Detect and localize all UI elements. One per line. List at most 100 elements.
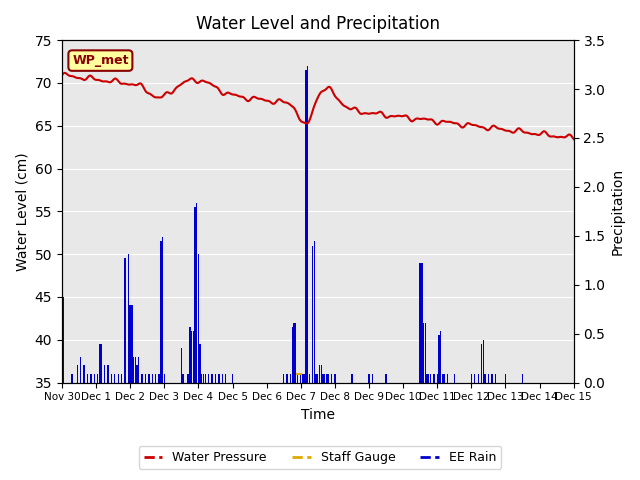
Bar	[444, 374, 445, 383]
Bar	[495, 374, 496, 383]
Bar	[331, 374, 332, 383]
Bar	[93, 374, 95, 383]
Bar	[424, 323, 426, 383]
Bar	[159, 374, 160, 383]
Bar	[80, 357, 81, 383]
Bar	[128, 254, 129, 383]
Bar	[426, 374, 428, 383]
Bar	[314, 241, 315, 383]
Bar	[488, 374, 489, 383]
Bar	[203, 374, 204, 383]
Bar	[72, 374, 73, 383]
Bar	[131, 305, 132, 383]
Bar	[283, 374, 284, 383]
Bar	[162, 237, 163, 383]
Bar	[317, 374, 319, 383]
Bar	[470, 374, 472, 383]
Bar	[145, 374, 146, 383]
Text: WP_met: WP_met	[72, 54, 129, 67]
Bar	[77, 365, 78, 383]
Bar	[290, 374, 291, 383]
Bar	[155, 374, 156, 383]
Bar	[211, 374, 212, 383]
Bar	[326, 374, 327, 383]
X-axis label: Time: Time	[301, 408, 335, 422]
Bar	[442, 374, 443, 383]
Bar	[99, 344, 100, 383]
Bar	[324, 374, 325, 383]
Bar	[297, 374, 298, 383]
Bar	[87, 374, 88, 383]
Bar	[191, 331, 192, 383]
Bar	[428, 374, 429, 383]
Bar	[201, 374, 202, 383]
Bar	[114, 374, 115, 383]
Bar	[474, 374, 476, 383]
Bar	[295, 323, 296, 383]
Bar	[129, 305, 131, 383]
Bar	[208, 374, 209, 383]
Bar	[83, 365, 84, 383]
Bar	[303, 374, 305, 383]
Bar	[368, 374, 370, 383]
Bar	[477, 374, 479, 383]
Bar	[312, 246, 314, 383]
Bar	[100, 344, 102, 383]
Bar	[134, 357, 136, 383]
Bar	[421, 263, 422, 383]
Bar	[193, 331, 194, 383]
Y-axis label: Water Level (cm): Water Level (cm)	[15, 152, 29, 271]
Bar	[221, 374, 223, 383]
Bar	[334, 374, 335, 383]
Bar	[136, 365, 138, 383]
Bar	[491, 374, 493, 383]
Bar	[200, 344, 201, 383]
Bar	[205, 374, 206, 383]
Y-axis label: Precipitation: Precipitation	[611, 168, 625, 255]
Bar	[307, 66, 308, 383]
Bar	[319, 365, 320, 383]
Bar	[152, 374, 153, 383]
Bar	[118, 374, 119, 383]
Bar	[305, 70, 307, 383]
Bar	[321, 365, 322, 383]
Bar	[316, 374, 317, 383]
Bar	[440, 331, 442, 383]
Bar	[111, 374, 112, 383]
Bar	[419, 263, 421, 383]
Bar	[198, 254, 199, 383]
Bar	[328, 374, 329, 383]
Bar	[215, 374, 216, 383]
Bar	[225, 374, 227, 383]
Bar	[385, 374, 387, 383]
Bar	[182, 374, 184, 383]
Bar	[429, 374, 431, 383]
Bar	[124, 258, 125, 383]
Bar	[148, 374, 150, 383]
Bar	[63, 297, 64, 383]
Bar	[141, 374, 143, 383]
Bar	[287, 374, 288, 383]
Bar	[90, 374, 92, 383]
Bar	[438, 336, 440, 383]
Bar	[218, 374, 220, 383]
Bar	[484, 374, 486, 383]
Bar	[121, 374, 122, 383]
Bar	[195, 207, 196, 383]
Bar	[436, 374, 438, 383]
Bar	[133, 357, 134, 383]
Bar	[372, 374, 373, 383]
Bar	[293, 323, 294, 383]
Bar	[302, 374, 303, 383]
Bar	[447, 374, 448, 383]
Bar	[423, 323, 424, 383]
Bar	[454, 374, 455, 383]
Bar	[108, 365, 109, 383]
Bar	[522, 374, 524, 383]
Legend: Water Pressure, Staff Gauge, EE Rain: Water Pressure, Staff Gauge, EE Rain	[139, 446, 501, 469]
Bar	[196, 203, 197, 383]
Bar	[97, 374, 99, 383]
Bar	[308, 374, 310, 383]
Bar	[433, 374, 435, 383]
Bar	[292, 327, 293, 383]
